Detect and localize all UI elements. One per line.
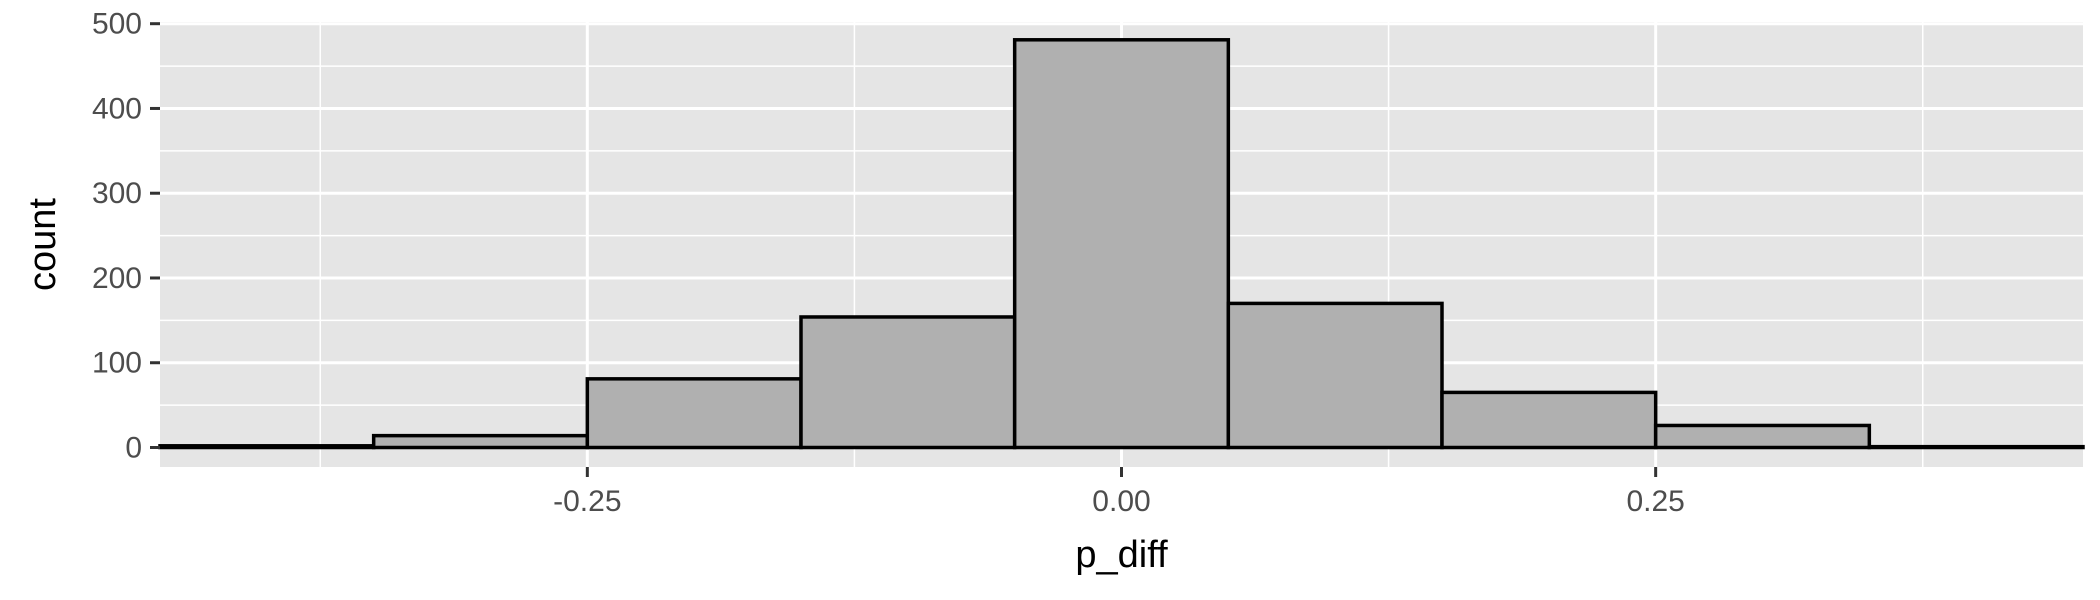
y-tick-label: 500	[92, 8, 142, 41]
y-tick-label: 100	[92, 347, 142, 380]
histogram-bar	[1653, 423, 1872, 450]
x-tick-label: 0.25	[1626, 485, 1684, 518]
x-tick-label: -0.25	[553, 485, 621, 518]
y-tick-label: 400	[92, 92, 142, 125]
histogram-bars	[158, 38, 2085, 450]
y-tick-label: 300	[92, 177, 142, 210]
histogram-bar	[1012, 38, 1231, 450]
x-tick-label: 0.00	[1092, 485, 1150, 518]
y-axis: 0 100 200 300 400 500	[92, 8, 160, 465]
histogram-bar	[1867, 444, 2085, 450]
x-axis: -0.25 0.00 0.25	[553, 467, 1685, 518]
y-tick-label: 200	[92, 262, 142, 295]
histogram-bar	[799, 315, 1017, 450]
y-tick-label: 0	[125, 432, 142, 465]
histogram-bar	[585, 377, 803, 450]
histogram-bar	[1226, 301, 1444, 450]
x-axis-title: p_diff	[1075, 534, 1168, 576]
y-axis-title: count	[22, 198, 64, 291]
histogram-bar	[371, 433, 590, 450]
histogram-bar	[158, 444, 376, 450]
histogram-bar	[1440, 390, 1658, 450]
